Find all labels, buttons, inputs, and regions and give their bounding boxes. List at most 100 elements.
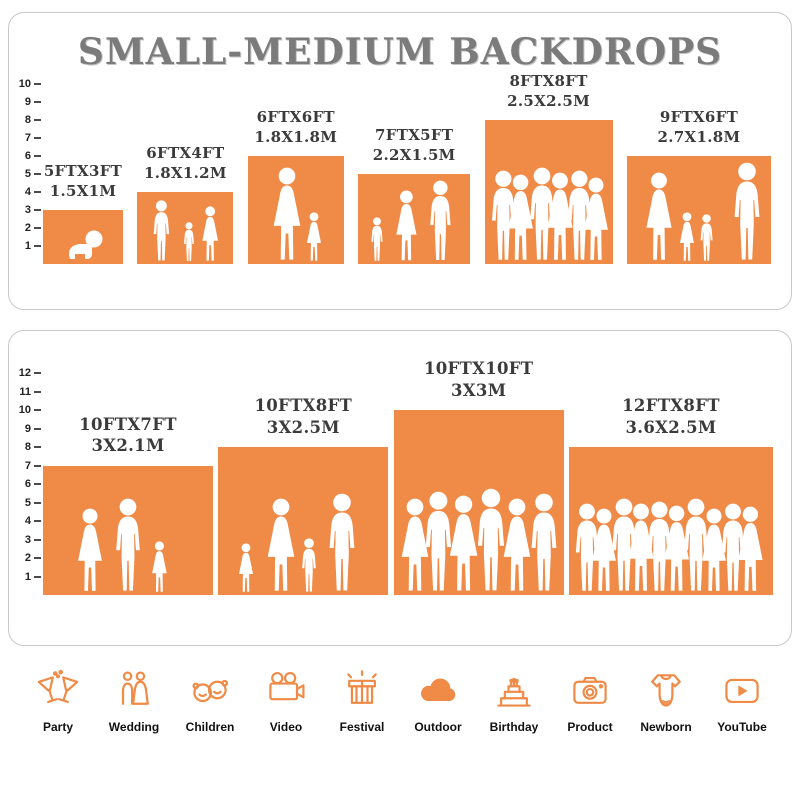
category-product: Product (554, 668, 626, 734)
backdrop-size-label: 6FTX6FT 1.8X1.8M (254, 108, 337, 147)
backdrop-rect (568, 447, 773, 595)
backdrop-group-5x3: 5FTX3FT 1.5X1M (43, 162, 123, 264)
backdrop-group-10x8: 10FTX8FT 3X2.5M (218, 395, 389, 595)
ruler-tick: 7 (16, 459, 41, 473)
category-newborn: Newborn (630, 668, 702, 734)
backdrop-group-12x8: 12FTX8FT 3.6X2.5M (568, 395, 773, 595)
backdrop-size-label: 10FTX8FT 3X2.5M (255, 395, 353, 438)
size-ft: 10FTX10FT (423, 359, 534, 379)
backdrop-size-label: 9FTX6FT 2.7X1.8M (658, 108, 741, 147)
youtube-icon (720, 668, 764, 712)
size-ruler: 12 11 10 9 8 7 6 5 4 3 2 1 (13, 363, 41, 595)
product-icon (568, 668, 612, 712)
category-label: Video (269, 720, 303, 734)
ruler-tick: 2 (16, 221, 41, 235)
category-row: Party Wedding Children (22, 668, 778, 734)
ruler-tick: 6 (16, 149, 41, 163)
ruler-tick: 10 (16, 77, 41, 91)
category-label: Festival (339, 720, 385, 734)
backdrop-group-10x10: 10FTX10FT 3X3M (393, 358, 564, 595)
medium-backdrops-chart: 12 11 10 9 8 7 6 5 4 3 2 1 10FTX7FT 3X2.1M (9, 331, 791, 645)
backdrop-size-infographic: SMALL-MEDIUM BACKDROPS 10 9 8 7 6 5 4 3 2 1 5FTX3… (0, 12, 800, 812)
outdoor-icon (416, 668, 460, 712)
category-party: Party (22, 668, 94, 734)
size-ft: 10FTX8FT (254, 396, 353, 416)
ruler-tick: 2 (16, 551, 41, 565)
category-outdoor: Outdoor (402, 668, 474, 734)
size-m: 3X2.1M (91, 436, 165, 456)
bottom-panel: 12 11 10 9 8 7 6 5 4 3 2 1 10FTX7FT 3X2.1M (8, 330, 792, 646)
people-silhouette (575, 498, 763, 591)
people-silhouette (69, 230, 103, 259)
ruler-tick: 7 (16, 131, 41, 145)
size-m: 2.5X2.5M (507, 91, 590, 110)
festival-icon (340, 668, 384, 712)
backdrop-group-7x5: 7FTX5FT 2.2X1.5M (358, 126, 471, 264)
ruler-tick: 4 (16, 514, 41, 528)
category-label: Children (185, 720, 235, 734)
people-silhouette (491, 167, 608, 260)
wedding-icon (112, 668, 156, 712)
category-label: Wedding (108, 720, 160, 734)
category-label: YouTube (717, 720, 767, 734)
category-label: Party (42, 720, 74, 734)
size-m: 1.5X1M (49, 181, 117, 200)
category-festival: Festival (326, 668, 398, 734)
ruler-tick: 9 (16, 422, 41, 436)
category-label: Product (567, 720, 613, 734)
ruler-tick: 8 (16, 113, 41, 127)
backdrop-size-label: 7FTX5FT 2.2X1.5M (373, 126, 456, 165)
size-m: 3X3M (451, 380, 507, 400)
category-video: Video (250, 668, 322, 734)
size-m: 2.2X1.5M (372, 145, 456, 164)
children-icon (188, 668, 232, 712)
backdrop-rect (393, 410, 564, 595)
backdrop-rect (137, 192, 234, 264)
size-ft: 12FTX8FT (622, 396, 720, 416)
ruler-tick: 12 (16, 366, 41, 380)
size-m: 1.8X1.2M (143, 163, 227, 182)
backdrop-group-9x6: 9FTX6FT 2.7X1.8M (626, 108, 771, 264)
category-youtube: YouTube (706, 668, 778, 734)
backdrop-group-6x4: 6FTX4FT 1.8X1.2M (137, 144, 234, 264)
backdrop-group-8x8: 8FTX8FT 2.5X2.5M (484, 72, 613, 264)
size-ft: 10FTX7FT (79, 414, 177, 434)
backdrop-group-6x6: 6FTX6FT 1.8X1.8M (247, 108, 344, 264)
category-label: Newborn (640, 720, 692, 734)
ruler-tick: 10 (16, 403, 41, 417)
ruler-tick: 4 (16, 185, 41, 199)
category-children: Children (174, 668, 246, 734)
ruler-tick: 11 (16, 385, 41, 399)
ruler-tick: 1 (16, 570, 41, 584)
category-label: Outdoor (414, 720, 462, 734)
ruler-tick: 5 (16, 496, 41, 510)
size-ft: 7FTX5FT (375, 126, 454, 144)
video-icon (264, 668, 308, 712)
people-silhouette (273, 167, 321, 261)
category-birthday: Birthday (478, 668, 550, 734)
size-m: 2.7X1.8M (657, 127, 741, 146)
backdrop-rect (43, 465, 213, 595)
backdrop-size-label: 8FTX8FT 2.5X2.5M (507, 72, 590, 111)
backdrop-rect (484, 120, 613, 264)
backdrop-size-label: 5FTX3FT 1.5X1M (44, 162, 122, 201)
category-label: Birthday (489, 720, 539, 734)
ruler-tick: 5 (16, 167, 41, 181)
backdrop-size-label: 10FTX10FT 3X3M (424, 358, 533, 401)
small-backdrops-chart: 10 9 8 7 6 5 4 3 2 1 5FTX3FT 1.5X1M 6FTX4 (9, 13, 791, 309)
top-panel: SMALL-MEDIUM BACKDROPS 10 9 8 7 6 5 4 3 2 1 5FTX3… (8, 12, 792, 310)
size-ft: 8FTX8FT (509, 72, 588, 90)
backdrop-rect (43, 210, 123, 264)
size-m: 3.6X2.5M (625, 417, 717, 437)
ruler-tick: 8 (16, 440, 41, 454)
birthday-icon (492, 668, 536, 712)
newborn-icon (644, 668, 688, 712)
people-silhouette (239, 493, 355, 592)
backdrop-rect (247, 156, 344, 264)
backdrop-group-10x7: 10FTX7FT 3X2.1M (43, 414, 213, 595)
party-icon (36, 668, 80, 712)
ruler-tick: 9 (16, 95, 41, 109)
page-title: SMALL-MEDIUM BACKDROPS (77, 31, 723, 73)
ruler-tick: 3 (16, 203, 41, 217)
size-m: 3X2.5M (266, 417, 340, 437)
